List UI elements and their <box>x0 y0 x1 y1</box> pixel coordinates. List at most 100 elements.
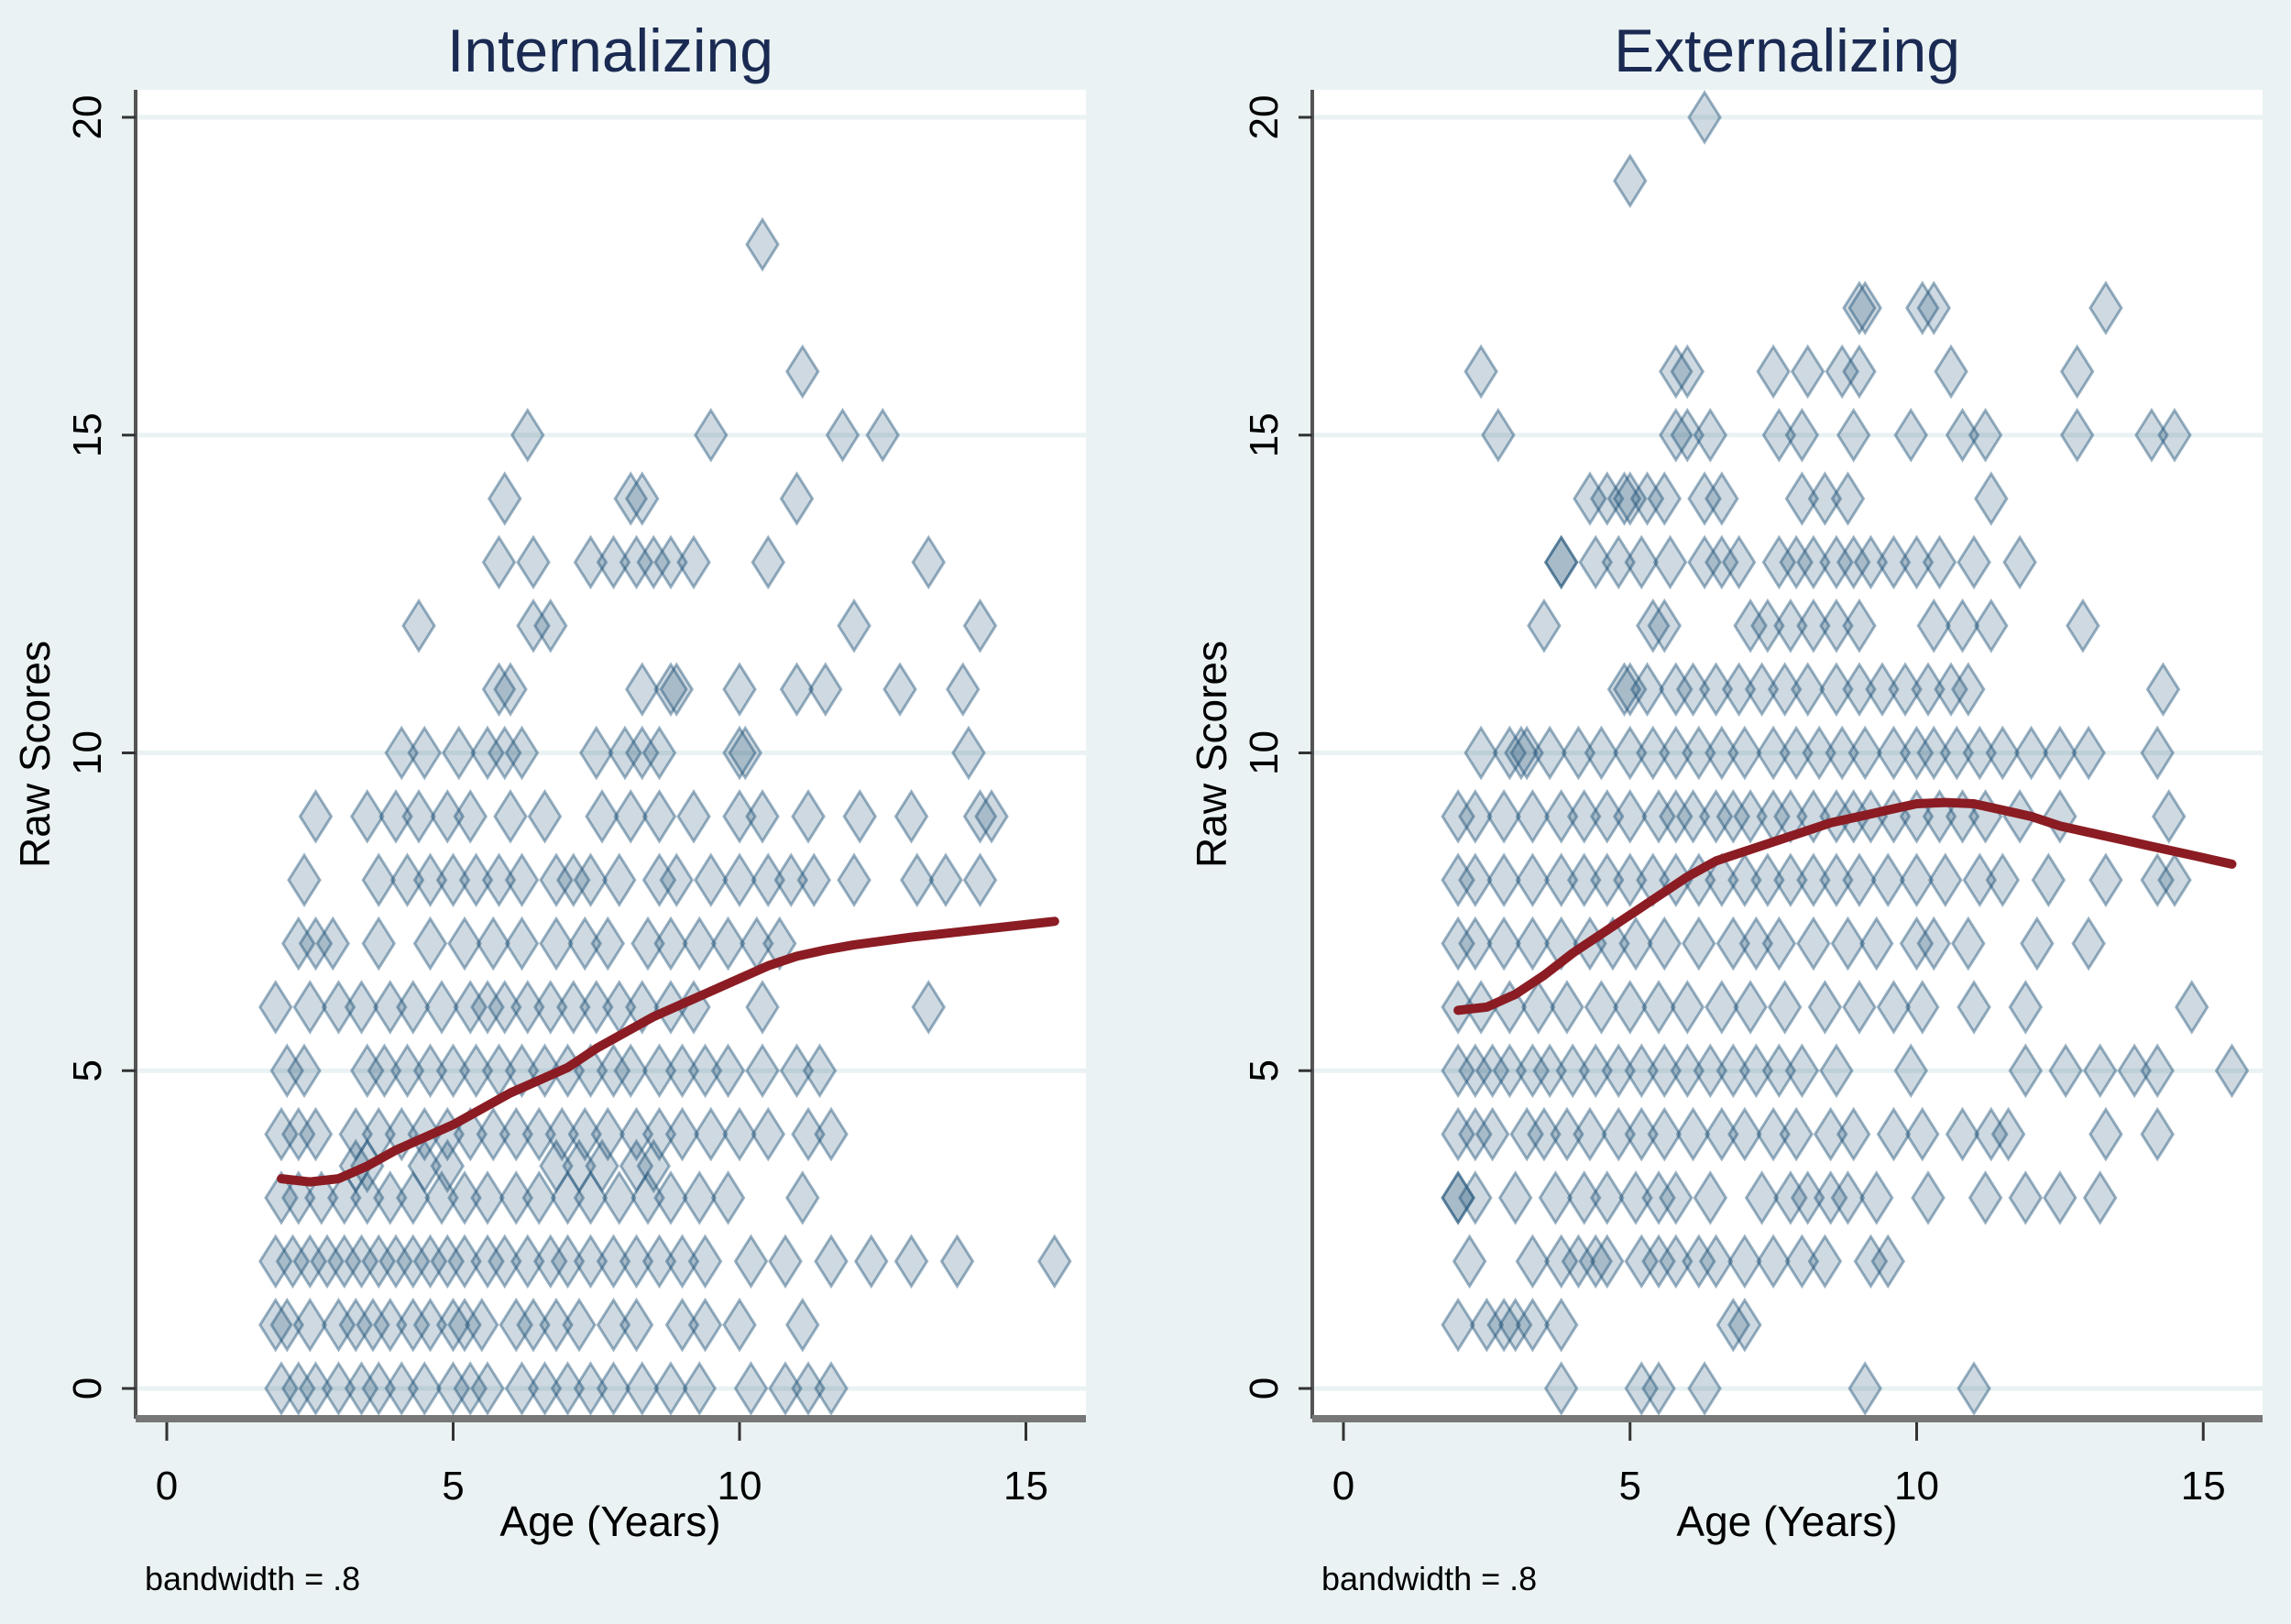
data-point <box>2134 407 2169 463</box>
data-point <box>321 980 356 1035</box>
data-point <box>1543 1361 1579 1416</box>
data-point <box>521 1170 557 1225</box>
data-point <box>1659 344 1694 400</box>
data-point <box>1682 725 1716 781</box>
data-point <box>2059 407 2095 463</box>
data-point <box>499 1297 534 1353</box>
data-point <box>1842 852 1877 908</box>
data-point <box>499 1106 534 1162</box>
data-point <box>527 1361 563 1416</box>
data-point <box>550 1234 586 1289</box>
data-point <box>349 789 385 844</box>
data-point <box>1962 725 1998 781</box>
data-point <box>1904 980 1940 1035</box>
data-point <box>1589 1170 1625 1225</box>
data-point <box>1652 534 1688 590</box>
data-point <box>1721 534 1757 590</box>
y-tick-label: 10 <box>65 730 110 775</box>
bandwidth-note: bandwidth = .8 <box>145 1560 360 1597</box>
data-point <box>687 1043 723 1099</box>
data-point <box>814 1361 849 1416</box>
data-point <box>630 916 665 971</box>
data-point <box>280 1361 316 1416</box>
data-point <box>1784 471 1820 526</box>
data-point <box>321 1361 356 1416</box>
data-point <box>1441 916 1475 971</box>
data-point <box>1532 725 1567 781</box>
data-point <box>1945 598 1980 653</box>
data-point <box>784 344 820 400</box>
scatter-points <box>258 216 1072 1416</box>
data-point <box>504 1361 540 1416</box>
data-point <box>573 1170 608 1225</box>
data-point <box>814 1106 849 1162</box>
data-point <box>395 980 431 1035</box>
data-point <box>1601 534 1637 590</box>
data-point <box>1612 852 1648 908</box>
data-point <box>1807 1234 1843 1289</box>
data-point <box>2008 1043 2044 1099</box>
data-point <box>567 916 603 971</box>
data-point <box>974 789 1009 844</box>
data-point <box>802 1043 838 1099</box>
data-point <box>1515 916 1551 971</box>
data-point <box>453 1361 488 1416</box>
data-point <box>1733 980 1768 1035</box>
data-point <box>2048 1043 2083 1099</box>
data-point <box>395 1234 431 1289</box>
data-point <box>837 598 871 653</box>
data-point <box>1842 280 1877 335</box>
data-point <box>1515 789 1551 844</box>
data-point <box>1441 852 1475 908</box>
data-point <box>1693 407 1728 463</box>
data-point <box>1784 407 1820 463</box>
data-point <box>1916 916 1952 971</box>
data-point <box>1659 407 1694 463</box>
data-point <box>527 789 563 844</box>
x-axis-label: Age (Years) <box>499 1498 720 1545</box>
data-point <box>928 852 963 908</box>
data-point <box>1458 1170 1493 1225</box>
data-point <box>567 1106 603 1162</box>
data-point <box>601 1170 637 1225</box>
data-point <box>2117 1043 2152 1099</box>
data-point <box>624 1361 660 1416</box>
data-point <box>1870 852 1905 908</box>
data-point <box>504 916 540 971</box>
data-point <box>596 1297 631 1353</box>
data-point <box>1842 662 1877 717</box>
data-point <box>1504 725 1539 781</box>
data-point <box>1761 1043 1797 1099</box>
data-point <box>1675 662 1711 717</box>
data-point <box>264 1361 299 1416</box>
data-point <box>1647 1043 1683 1099</box>
data-point <box>1624 1361 1660 1416</box>
data-point <box>722 1297 757 1353</box>
data-point <box>510 1234 545 1289</box>
data-point <box>659 662 695 717</box>
data-point <box>624 662 660 717</box>
data-point <box>641 1106 677 1162</box>
data-point <box>1612 725 1648 781</box>
data-point <box>784 1297 820 1353</box>
data-point <box>287 1043 322 1099</box>
data-point <box>893 1234 929 1289</box>
data-point <box>539 916 574 971</box>
data-point <box>1561 1234 1596 1289</box>
data-point <box>1974 598 2009 653</box>
data-point <box>1853 534 1889 590</box>
data-point <box>1968 1170 2003 1225</box>
data-point <box>1566 852 1602 908</box>
data-point <box>911 980 947 1035</box>
data-point <box>596 1361 631 1416</box>
data-point <box>653 1361 688 1416</box>
data-point <box>1612 789 1648 844</box>
data-point <box>1911 662 1946 717</box>
data-point <box>613 789 649 844</box>
data-point <box>1543 534 1579 590</box>
data-point <box>504 852 540 908</box>
data-point <box>1911 1170 1946 1225</box>
data-point <box>1904 1106 1940 1162</box>
data-point <box>2140 1043 2175 1099</box>
data-point <box>1543 534 1579 590</box>
